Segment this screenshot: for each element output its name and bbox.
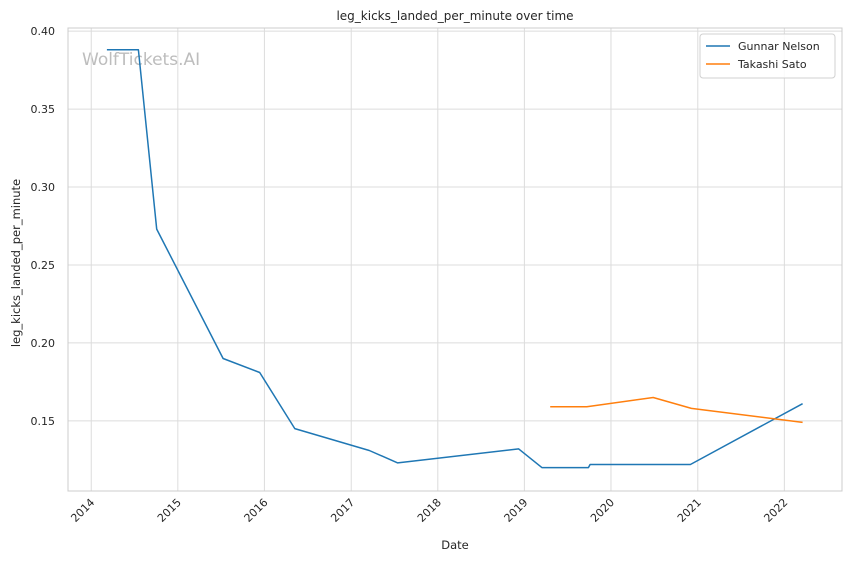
x-tick-label: 2016 [242, 496, 271, 525]
y-axis: 0.15 0.20 0.25 0.30 0.35 0.40 [31, 25, 56, 428]
y-tick-label: 0.30 [31, 181, 56, 194]
x-tick-label: 2022 [761, 496, 790, 525]
plot-area [67, 27, 843, 492]
x-tick-label: 2019 [502, 496, 531, 525]
x-tick-label: 2017 [328, 496, 357, 525]
x-axis: 2014 2015 2016 2017 2018 2019 2020 2021 2022 [68, 496, 790, 525]
legend-label: Takashi Sato [737, 58, 807, 71]
x-tick-label: 2014 [68, 496, 97, 525]
chart-title: leg_kicks_landed_per_minute over time [336, 9, 573, 23]
watermark: WolfTickets.AI [82, 50, 200, 70]
y-tick-label: 0.40 [31, 25, 56, 38]
y-tick-label: 0.15 [31, 415, 56, 428]
series-lines [106, 49, 803, 469]
series-line [106, 49, 803, 469]
y-tick-label: 0.35 [31, 103, 56, 116]
y-tick-label: 0.25 [31, 259, 56, 272]
grid [68, 28, 842, 491]
x-tick-label: 2015 [155, 496, 184, 525]
x-axis-label: Date [441, 538, 469, 552]
legend: Gunnar Nelson Takashi Sato [699, 33, 836, 79]
y-axis-label: leg_kicks_landed_per_minute [9, 179, 23, 347]
y-tick-label: 0.20 [31, 337, 56, 350]
x-tick-label: 2018 [415, 496, 444, 525]
x-tick-label: 2020 [588, 496, 617, 525]
legend-box [699, 33, 836, 79]
x-tick-label: 2021 [675, 496, 704, 525]
series-line [550, 396, 803, 424]
legend-label: Gunnar Nelson [738, 40, 820, 53]
